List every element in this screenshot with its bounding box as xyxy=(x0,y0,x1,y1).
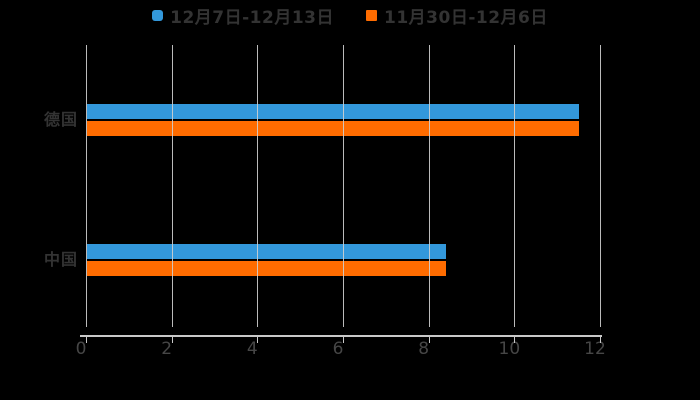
x-axis-tick-label: 2 xyxy=(161,339,173,359)
x-axis-tick xyxy=(343,335,344,343)
x-axis-tick-label: 0 xyxy=(75,339,87,359)
category-label: 中国 xyxy=(43,250,78,269)
x-axis-tick-label: 8 xyxy=(418,339,430,359)
x-axis-tick xyxy=(600,335,601,343)
legend-series-label: 11月30日-12月6日 xyxy=(384,7,548,28)
x-axis-tick xyxy=(86,335,87,343)
bar-segment xyxy=(87,261,446,276)
vertical-gridline xyxy=(600,45,601,327)
x-axis-line xyxy=(80,335,602,337)
vertical-gridline xyxy=(428,45,430,327)
legend-marker-icon xyxy=(366,9,377,21)
vertical-gridline xyxy=(343,45,344,327)
x-axis-tick xyxy=(257,335,259,343)
bar-segment xyxy=(87,104,579,119)
vertical-gridline xyxy=(257,45,259,327)
bar-segment xyxy=(87,244,446,259)
x-axis-tick-label: 4 xyxy=(246,339,258,359)
legend-marker-icon xyxy=(152,9,164,21)
x-axis-tick-label: 6 xyxy=(332,339,344,359)
legend-item[interactable]: 11月30日-12月6日 xyxy=(366,3,548,28)
x-axis-tick xyxy=(428,335,430,343)
legend: 12月7日-12月13日 11月30日-12月6日 xyxy=(0,3,700,28)
x-axis-tick xyxy=(514,335,516,343)
bar-segment xyxy=(87,121,579,136)
category-label: 德国 xyxy=(43,110,78,129)
x-axis-tick-label: 10 xyxy=(498,339,521,359)
legend-series-label: 12月7日-12月13日 xyxy=(170,7,334,28)
vertical-gridline xyxy=(514,45,516,327)
x-axis-tick-label: 12 xyxy=(584,339,606,359)
vertical-gridline xyxy=(171,45,173,327)
x-axis-tick xyxy=(171,335,173,343)
legend-item[interactable]: 12月7日-12月13日 xyxy=(152,3,334,28)
vertical-gridline xyxy=(86,45,87,327)
